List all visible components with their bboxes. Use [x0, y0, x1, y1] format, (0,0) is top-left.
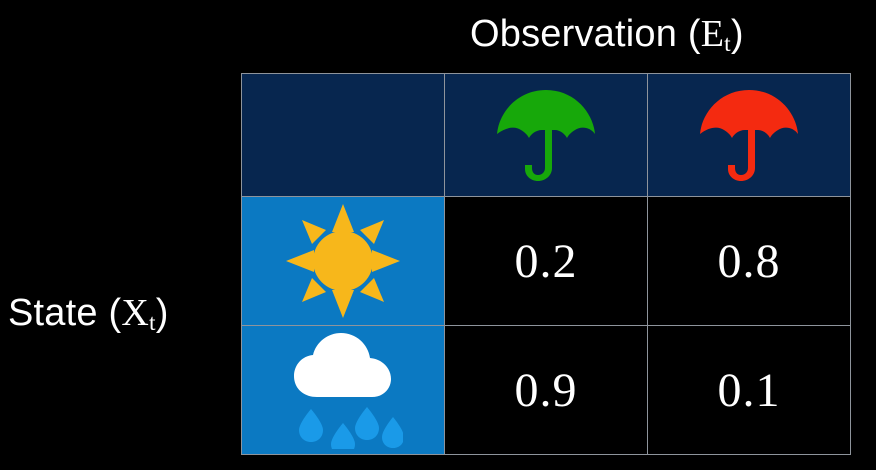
- umbrella-red-icon: [649, 75, 850, 196]
- table-row-rain: 0.9 0.1: [241, 325, 851, 455]
- state-cell-sun: [241, 196, 445, 326]
- emission-probability-matrix: 0.2 0.8 0.9 0.1: [241, 73, 851, 455]
- probability-cell-rain-green: 0.9: [444, 325, 648, 455]
- table-header-row: [241, 73, 851, 197]
- state-subscript: t: [149, 310, 156, 337]
- state-label-text: State: [8, 292, 98, 334]
- header-cell-red-umbrella: [647, 73, 851, 197]
- rain-cloud-icon: [243, 327, 444, 454]
- state-axis-label: State (Xt): [8, 290, 169, 341]
- observation-axis-label: Observation (Et): [470, 11, 744, 62]
- umbrella-green-icon: [446, 75, 647, 196]
- corner-cell: [241, 73, 445, 197]
- observation-open-paren: (: [687, 13, 701, 55]
- probability-cell-sun-red: 0.8: [647, 196, 851, 326]
- observation-label-text: Observation: [470, 13, 678, 55]
- table-row-sun: 0.2 0.8: [241, 196, 851, 326]
- observation-subscript: t: [724, 31, 731, 58]
- probability-cell-sun-green: 0.2: [444, 196, 648, 326]
- state-variable: X: [121, 292, 150, 334]
- state-cell-rain: [241, 325, 445, 455]
- state-open-paren: (: [108, 292, 122, 334]
- state-close-paren: ): [155, 292, 169, 334]
- observation-variable: E: [700, 13, 725, 55]
- probability-cell-rain-red: 0.1: [647, 325, 851, 455]
- sun-icon: [243, 198, 444, 325]
- observation-close-paren: ): [730, 13, 744, 55]
- header-cell-green-umbrella: [444, 73, 648, 197]
